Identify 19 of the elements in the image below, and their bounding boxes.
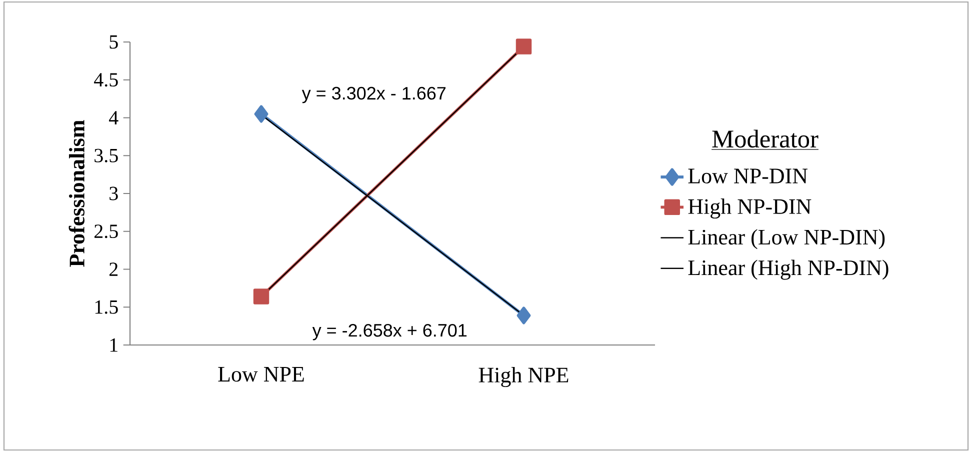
annotation: y = -2.658x + 6.701 <box>312 324 467 340</box>
y-tick-label: 1 <box>110 338 118 352</box>
y-tick-label: 4.5 <box>94 73 118 87</box>
y-axis-title: Professionalism <box>68 120 84 267</box>
y-tick-label: 4 <box>109 111 118 124</box>
y-tick-label: 2 <box>110 262 118 276</box>
legend-label: Linear (Low NP-DIN) <box>688 229 885 250</box>
y-tick-label: 2.5 <box>94 224 118 238</box>
legend-label: Low NP-DIN <box>688 168 808 184</box>
annotation: y = 3.302x - 1.667 <box>302 86 446 104</box>
x-tick-label: High NPE <box>478 367 568 388</box>
y-tick-label: 5 <box>110 35 118 49</box>
y-tick-label: 3.5 <box>94 148 118 162</box>
legend-label: High NP-DIN <box>688 198 812 219</box>
y-tick-label: 1.5 <box>95 300 118 314</box>
legend-label: Linear (High NP-DIN) <box>688 260 888 280</box>
x-tick-label: Low NPE <box>218 367 304 382</box>
legend-title: Moderator <box>712 130 818 148</box>
y-tick-label: 3 <box>110 186 118 200</box>
